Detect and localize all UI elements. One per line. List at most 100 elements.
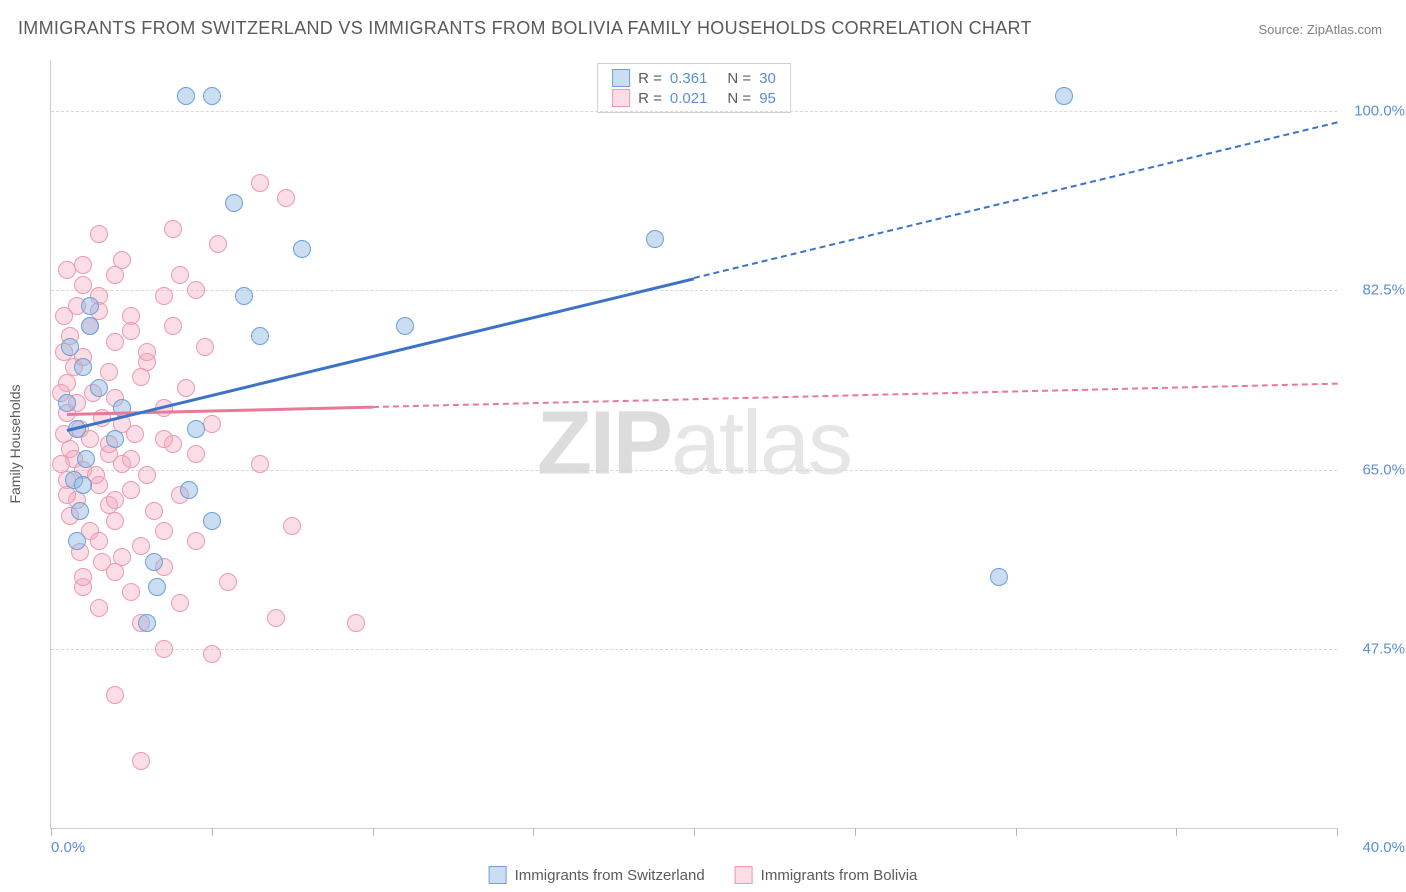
scatter-point-pink bbox=[347, 614, 365, 632]
legend-n-value: 95 bbox=[759, 90, 776, 107]
scatter-point-blue bbox=[396, 317, 414, 335]
scatter-point-pink bbox=[164, 220, 182, 238]
legend-n-value: 30 bbox=[759, 70, 776, 87]
scatter-point-pink bbox=[55, 307, 73, 325]
scatter-point-pink bbox=[177, 379, 195, 397]
scatter-point-blue bbox=[235, 287, 253, 305]
scatter-point-blue bbox=[81, 297, 99, 315]
legend-swatch bbox=[489, 866, 507, 884]
scatter-point-blue bbox=[225, 194, 243, 212]
scatter-point-pink bbox=[122, 583, 140, 601]
scatter-point-pink bbox=[132, 537, 150, 555]
series-legend: Immigrants from Switzerland Immigrants fr… bbox=[489, 866, 918, 884]
scatter-point-pink bbox=[106, 563, 124, 581]
scatter-point-blue bbox=[58, 394, 76, 412]
xtick bbox=[1337, 828, 1338, 836]
scatter-point-pink bbox=[122, 322, 140, 340]
scatter-point-pink bbox=[145, 502, 163, 520]
scatter-point-pink bbox=[122, 450, 140, 468]
xtick bbox=[533, 828, 534, 836]
scatter-point-pink bbox=[187, 532, 205, 550]
scatter-point-pink bbox=[171, 594, 189, 612]
legend-r-label: R = bbox=[638, 70, 662, 87]
scatter-point-blue bbox=[138, 614, 156, 632]
legend-r-value: 0.021 bbox=[670, 90, 708, 107]
trendline-pink-dashed bbox=[372, 383, 1337, 408]
legend-swatch bbox=[612, 89, 630, 107]
scatter-point-pink bbox=[90, 532, 108, 550]
stats-legend-row: R = 0.021 N = 95 bbox=[612, 88, 776, 108]
scatter-point-pink bbox=[251, 455, 269, 473]
scatter-point-pink bbox=[203, 645, 221, 663]
ytick-label: 100.0% bbox=[1354, 103, 1405, 120]
scatter-point-pink bbox=[52, 455, 70, 473]
scatter-point-blue bbox=[251, 327, 269, 345]
scatter-point-pink bbox=[106, 333, 124, 351]
scatter-point-blue bbox=[106, 430, 124, 448]
scatter-point-pink bbox=[132, 368, 150, 386]
scatter-point-pink bbox=[187, 445, 205, 463]
scatter-point-pink bbox=[106, 512, 124, 530]
scatter-point-pink bbox=[138, 466, 156, 484]
scatter-point-pink bbox=[58, 261, 76, 279]
scatter-point-blue bbox=[293, 240, 311, 258]
plot-area: ZIPatlas Family Households 0.0% 40.0% R … bbox=[50, 60, 1337, 829]
scatter-point-pink bbox=[132, 752, 150, 770]
series-legend-label: Immigrants from Bolivia bbox=[761, 867, 918, 884]
scatter-point-blue bbox=[71, 502, 89, 520]
scatter-point-pink bbox=[219, 573, 237, 591]
xaxis-label-max: 40.0% bbox=[1362, 839, 1405, 856]
scatter-point-pink bbox=[74, 568, 92, 586]
scatter-point-blue bbox=[180, 481, 198, 499]
legend-r-label: R = bbox=[638, 90, 662, 107]
scatter-point-blue bbox=[203, 512, 221, 530]
scatter-point-blue bbox=[61, 338, 79, 356]
scatter-point-pink bbox=[283, 517, 301, 535]
ytick-label: 82.5% bbox=[1362, 282, 1405, 299]
ytick-label: 47.5% bbox=[1362, 640, 1405, 657]
xtick bbox=[855, 828, 856, 836]
scatter-point-pink bbox=[74, 256, 92, 274]
scatter-point-blue bbox=[203, 87, 221, 105]
chart-container: IMMIGRANTS FROM SWITZERLAND VS IMMIGRANT… bbox=[0, 0, 1406, 892]
scatter-point-pink bbox=[251, 174, 269, 192]
scatter-point-blue bbox=[145, 553, 163, 571]
scatter-point-pink bbox=[171, 266, 189, 284]
scatter-point-blue bbox=[90, 379, 108, 397]
gridline bbox=[51, 470, 1337, 471]
legend-n-label: N = bbox=[727, 90, 751, 107]
xtick bbox=[1016, 828, 1017, 836]
scatter-point-pink bbox=[277, 189, 295, 207]
scatter-point-blue bbox=[74, 358, 92, 376]
scatter-point-pink bbox=[155, 430, 173, 448]
legend-r-value: 0.361 bbox=[670, 70, 708, 87]
watermark-bold: ZIP bbox=[537, 394, 671, 494]
scatter-point-blue bbox=[68, 532, 86, 550]
xtick bbox=[51, 828, 52, 836]
watermark-light: atlas bbox=[671, 394, 851, 494]
scatter-point-blue bbox=[187, 420, 205, 438]
scatter-point-blue bbox=[177, 87, 195, 105]
scatter-point-pink bbox=[106, 686, 124, 704]
series-legend-item: Immigrants from Bolivia bbox=[735, 866, 918, 884]
yaxis-title: Family Households bbox=[7, 384, 23, 503]
scatter-point-blue bbox=[148, 578, 166, 596]
scatter-point-pink bbox=[209, 235, 227, 253]
scatter-point-blue bbox=[74, 476, 92, 494]
xtick bbox=[1176, 828, 1177, 836]
chart-title: IMMIGRANTS FROM SWITZERLAND VS IMMIGRANT… bbox=[18, 18, 1032, 39]
scatter-point-blue bbox=[646, 230, 664, 248]
gridline bbox=[51, 649, 1337, 650]
scatter-point-pink bbox=[155, 522, 173, 540]
scatter-point-pink bbox=[155, 287, 173, 305]
source-label: Source: ZipAtlas.com bbox=[1258, 22, 1382, 37]
scatter-point-pink bbox=[58, 486, 76, 504]
scatter-point-pink bbox=[106, 491, 124, 509]
xtick bbox=[212, 828, 213, 836]
scatter-point-pink bbox=[106, 266, 124, 284]
scatter-point-pink bbox=[138, 343, 156, 361]
series-legend-item: Immigrants from Switzerland bbox=[489, 866, 705, 884]
stats-legend: R = 0.361 N = 30R = 0.021 N = 95 bbox=[597, 63, 791, 113]
legend-swatch bbox=[612, 69, 630, 87]
scatter-point-pink bbox=[203, 415, 221, 433]
